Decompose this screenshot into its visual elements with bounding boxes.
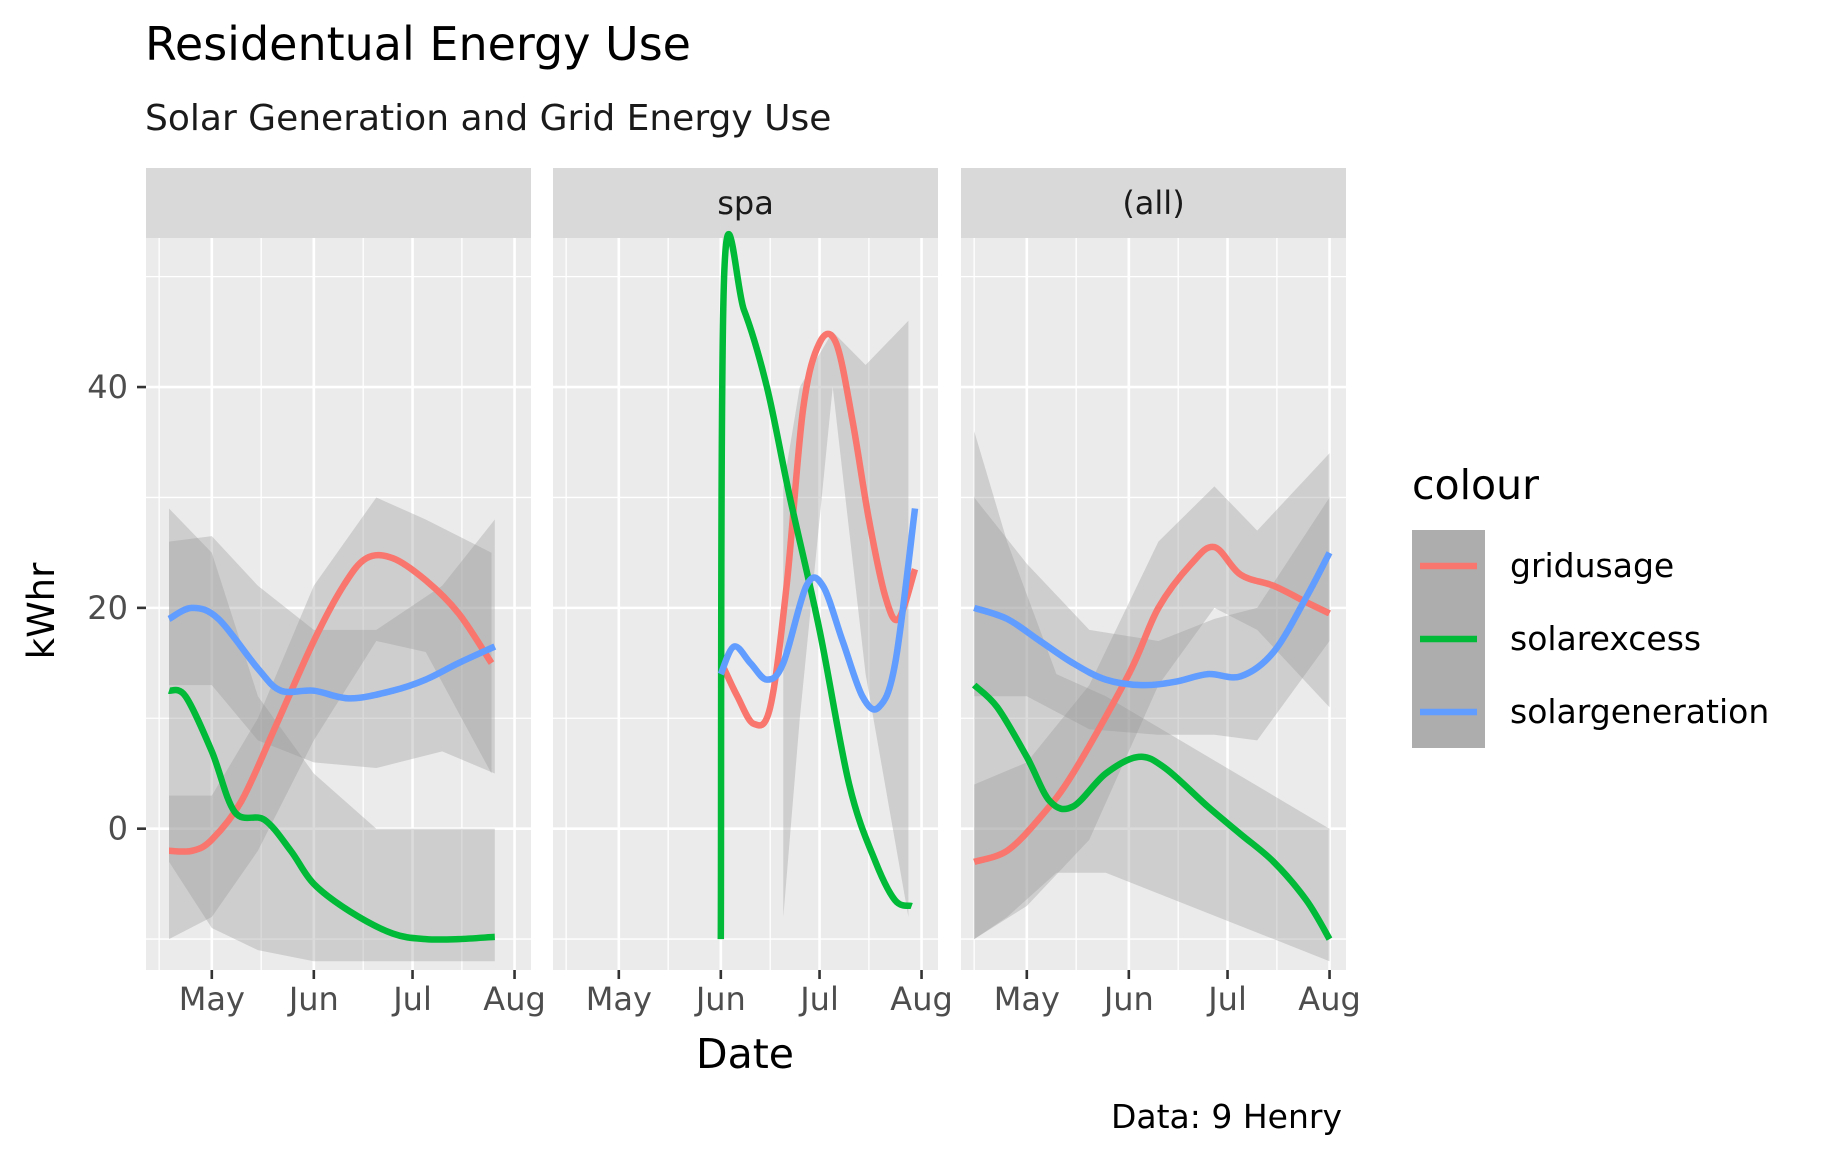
confidence-band-solargeneration xyxy=(169,519,495,774)
legend-label-solarexcess: solarexcess xyxy=(1510,619,1701,658)
y-axis: 0 20 40 xyxy=(87,368,146,848)
panels-layer: May Jun Jul Aug spa May Jun Jul Aug (all) May Jun Ju… xyxy=(146,168,1361,1018)
x-tick-label: Aug xyxy=(1298,980,1360,1018)
x-tick-label: May xyxy=(994,980,1060,1018)
x-axis-label: Date xyxy=(696,1030,794,1078)
panel-background xyxy=(553,238,938,970)
facet-strip xyxy=(146,168,531,238)
legend-label-solargeneration: solargeneration xyxy=(1510,692,1769,731)
x-tick-label: Jul xyxy=(798,980,839,1018)
legend-title: colour xyxy=(1412,461,1539,509)
confidence-band-solarexcess xyxy=(169,508,495,962)
panel-background xyxy=(146,238,531,970)
x-tick-label: Aug xyxy=(483,980,545,1018)
chart-subtitle: Solar Generation and Grid Energy Use xyxy=(145,98,831,139)
series-line-solarexcess xyxy=(971,682,1333,941)
confidence-band-gridusage xyxy=(169,497,492,940)
series-line-gridusage xyxy=(721,330,919,729)
x-tick-label: Jul xyxy=(391,980,432,1018)
x-tick-label: Aug xyxy=(890,980,952,1018)
legend-label-gridusage: gridusage xyxy=(1510,546,1674,585)
panel-background xyxy=(961,238,1346,970)
y-axis-label: kWhr xyxy=(20,562,63,659)
y-tick-label: 20 xyxy=(87,589,128,627)
x-tick-label: Jun xyxy=(287,980,339,1018)
chart-caption: Data: 9 Henry xyxy=(1111,1097,1342,1136)
facet-panel-3: (all) May Jun Jul Aug xyxy=(961,168,1361,1018)
series-line-solarexcess xyxy=(717,230,913,940)
facet-panel-2: spa May Jun Jul Aug xyxy=(553,168,953,1018)
legend: colour gridusage solarexcess solargenerati… xyxy=(1412,461,1769,748)
y-tick-label: 40 xyxy=(87,368,128,406)
facet-strip xyxy=(553,168,938,238)
facet-strip-label: (all) xyxy=(1122,184,1184,222)
series-line-solarexcess xyxy=(168,686,495,943)
x-tick-label: Jun xyxy=(1102,980,1154,1018)
facet-strip xyxy=(961,168,1346,238)
facet-panel-1: May Jun Jul Aug xyxy=(146,168,546,1018)
confidence-band-gridusage xyxy=(783,320,909,917)
x-tick-label: Jun xyxy=(694,980,746,1018)
series-line-solargeneration xyxy=(167,604,497,702)
x-tick-label: Jul xyxy=(1206,980,1247,1018)
series-line-gridusage xyxy=(168,551,495,855)
series-line-solargeneration xyxy=(717,508,919,713)
chart-title: Residentual Energy Use xyxy=(145,17,691,71)
facet-strip-label: spa xyxy=(717,184,774,222)
confidence-band-solarexcess xyxy=(974,431,1330,962)
x-tick-label: May xyxy=(586,980,652,1018)
series-line-gridusage xyxy=(973,543,1331,865)
series-line-solargeneration xyxy=(973,551,1333,689)
x-tick-label: May xyxy=(179,980,245,1018)
y-tick-label: 0 xyxy=(108,810,128,848)
